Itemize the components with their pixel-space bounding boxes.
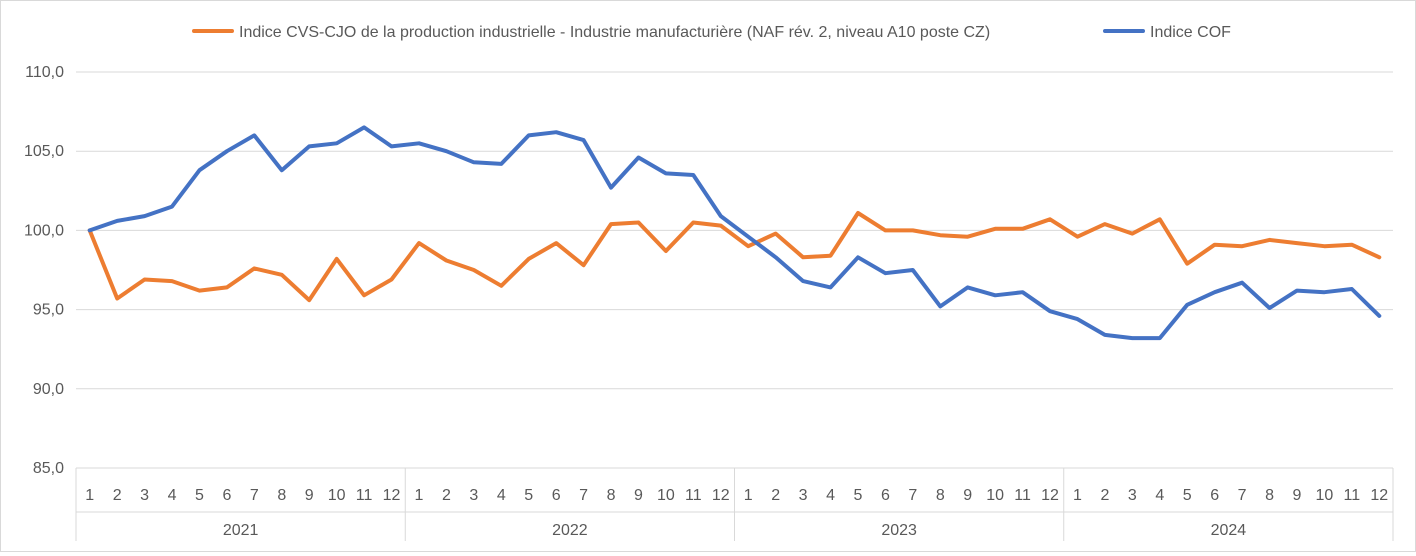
x-tick-label: 6 xyxy=(222,487,231,504)
x-tick-label: 6 xyxy=(552,487,561,504)
y-tick-label: 95,0 xyxy=(33,302,64,319)
x-tick-label: 6 xyxy=(1210,487,1219,504)
x-tick-label: 8 xyxy=(936,487,945,504)
x-tick-label: 8 xyxy=(277,487,286,504)
series-line-cof xyxy=(87,125,1382,341)
x-tick-label: 12 xyxy=(712,487,730,504)
x-tick-label: 12 xyxy=(383,487,401,504)
series-line-production xyxy=(87,211,1382,303)
x-tick-label: 11 xyxy=(685,487,702,504)
x-year-label: 2021 xyxy=(223,522,259,539)
x-tick-label: 2 xyxy=(113,487,122,504)
x-tick-label: 3 xyxy=(469,487,478,504)
x-tick-label: 8 xyxy=(607,487,616,504)
x-axis: 1 2 3 4 5 6 7 8 9 10 11 12 1 2 3 4 5 6 7 8 9 10 11 12 1 2 3 4 5 6 7 8 9 1… xyxy=(75,468,1394,541)
x-tick-label: 4 xyxy=(826,487,835,504)
x-tick-label: 9 xyxy=(305,487,314,504)
x-tick-label: 9 xyxy=(634,487,643,504)
x-tick-label: 6 xyxy=(881,487,890,504)
x-tick-label: 9 xyxy=(963,487,972,504)
x-year-label: 2023 xyxy=(881,522,917,539)
x-tick-label: 4 xyxy=(1155,487,1164,504)
x-tick-label: 1 xyxy=(85,487,94,504)
x-tick-label: 9 xyxy=(1293,487,1302,504)
x-tick-label: 12 xyxy=(1041,487,1059,504)
x-tick-label: 10 xyxy=(657,487,675,504)
y-tick-label: 100,0 xyxy=(24,222,64,239)
x-tick-label: 12 xyxy=(1370,487,1388,504)
x-tick-label: 3 xyxy=(799,487,808,504)
x-tick-label: 1 xyxy=(744,487,753,504)
y-tick-label: 105,0 xyxy=(24,143,64,160)
x-tick-label: 10 xyxy=(328,487,346,504)
legend-label-cof: Indice COF xyxy=(1150,24,1231,41)
x-tick-label: 7 xyxy=(250,487,259,504)
x-tick-label: 5 xyxy=(1183,487,1192,504)
x-year-label: 2024 xyxy=(1211,522,1247,539)
x-tick-label: 2 xyxy=(1100,487,1109,504)
gridlines xyxy=(76,71,1393,469)
legend-label-production: Indice CVS-CJO de la production industri… xyxy=(239,24,990,41)
x-tick-label: 11 xyxy=(1014,487,1031,504)
x-tick-label: 7 xyxy=(908,487,917,504)
x-tick-label: 2 xyxy=(771,487,780,504)
x-tick-label: 11 xyxy=(1344,487,1361,504)
x-tick-label: 10 xyxy=(986,487,1004,504)
x-tick-label: 2 xyxy=(442,487,451,504)
x-tick-label: 8 xyxy=(1265,487,1274,504)
x-year-label: 2022 xyxy=(552,522,588,539)
y-axis: 85,0 90,0 95,0 100,0 105,0 110,0 xyxy=(24,64,64,477)
x-tick-label: 5 xyxy=(854,487,863,504)
x-tick-label: 11 xyxy=(356,487,373,504)
x-tick-label: 3 xyxy=(140,487,149,504)
x-tick-label: 5 xyxy=(524,487,533,504)
x-tick-label: 7 xyxy=(1238,487,1247,504)
x-tick-label: 1 xyxy=(415,487,424,504)
x-tick-label: 7 xyxy=(579,487,588,504)
x-tick-label: 4 xyxy=(168,487,177,504)
y-tick-label: 90,0 xyxy=(33,381,64,398)
y-tick-label: 85,0 xyxy=(33,460,64,477)
x-tick-label: 1 xyxy=(1073,487,1082,504)
plot-lines xyxy=(87,125,1382,341)
x-tick-label: 5 xyxy=(195,487,204,504)
x-tick-label: 4 xyxy=(497,487,506,504)
x-tick-label: 10 xyxy=(1316,487,1334,504)
y-tick-label: 110,0 xyxy=(25,64,64,81)
legend: Indice CVS-CJO de la production industri… xyxy=(192,24,1231,41)
x-tick-label: 3 xyxy=(1128,487,1137,504)
